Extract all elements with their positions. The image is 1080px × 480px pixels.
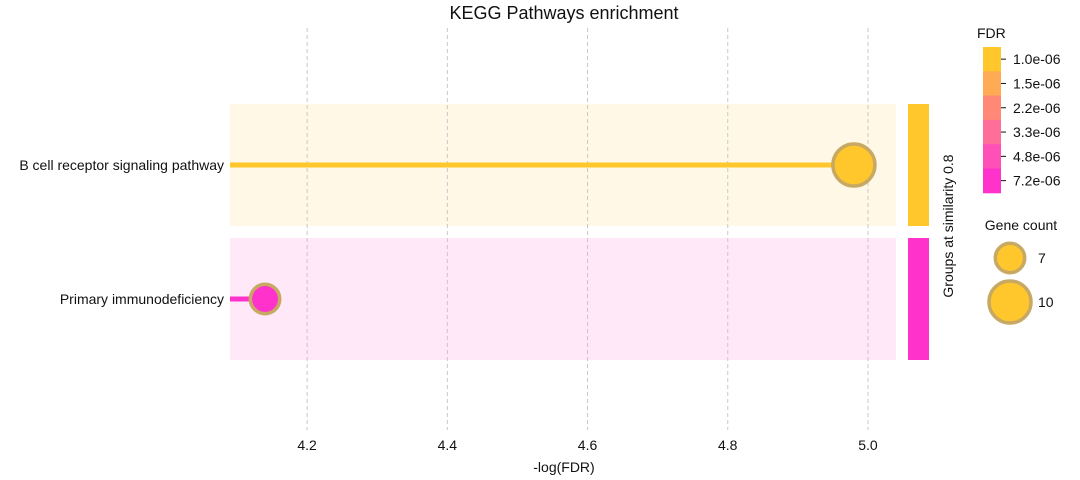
pathway-band (230, 238, 896, 360)
pathway-label: Primary immunodeficiency (60, 291, 224, 307)
fdr-color-swatch (983, 119, 1001, 145)
fdr-legend-label: 7.2e-06 (1013, 173, 1061, 189)
pathway-label: B cell receptor signaling pathway (19, 157, 224, 173)
lollipop-marker (248, 282, 282, 316)
x-tick-label: 4.4 (438, 437, 458, 453)
x-axis-label: -log(FDR) (533, 459, 594, 475)
lollipop-marks (230, 142, 877, 316)
gene-count-marker (993, 241, 1027, 275)
lollipop-marker (831, 142, 877, 188)
x-tick-label: 5.0 (858, 437, 878, 453)
fdr-legend-label: 2.2e-06 (1013, 100, 1061, 116)
x-tick-labels: 4.2 4.4 4.6 4.8 5.0 (297, 437, 878, 453)
group-color-bar (908, 238, 929, 360)
group-axis-label: Groups at similarity 0.8 (940, 154, 956, 297)
x-gridlines (306, 28, 869, 430)
fdr-color-swatch (983, 95, 1001, 121)
fdr-color-swatch (983, 168, 1001, 194)
gene-count-marker (987, 279, 1033, 325)
fdr-legend-label: 1.5e-06 (1013, 75, 1061, 91)
chart-title: KEGG Pathways enrichment (449, 3, 678, 23)
pathway-bands (230, 104, 896, 360)
fdr-legend-label: 3.3e-06 (1013, 124, 1061, 140)
fdr-legend-label: 1.0e-06 (1013, 51, 1061, 67)
x-tick-label: 4.8 (718, 437, 738, 453)
fdr-legend-title: FDR (977, 25, 1006, 41)
x-tick-label: 4.6 (578, 437, 598, 453)
category-labels: B cell receptor signaling pathway Primary… (19, 157, 224, 307)
gene-count-label: 10 (1038, 294, 1054, 310)
gene-count-label: 7 (1038, 250, 1046, 266)
gene-count-legend: 7 10 (987, 241, 1054, 325)
fdr-color-swatch (983, 71, 1001, 97)
x-tick-label: 4.2 (297, 437, 317, 453)
group-color-bar (908, 104, 929, 226)
fdr-color-swatch (983, 144, 1001, 169)
fdr-legend-label: 4.8e-06 (1013, 148, 1061, 164)
group-color-bars (908, 104, 929, 360)
gene-count-legend-title: Gene count (985, 217, 1057, 233)
fdr-colorbar-legend: 1.0e-06 1.5e-06 2.2e-06 3.3e-06 4.8e-06 7.2e-… (983, 47, 1061, 194)
fdr-color-swatch (983, 47, 1001, 72)
